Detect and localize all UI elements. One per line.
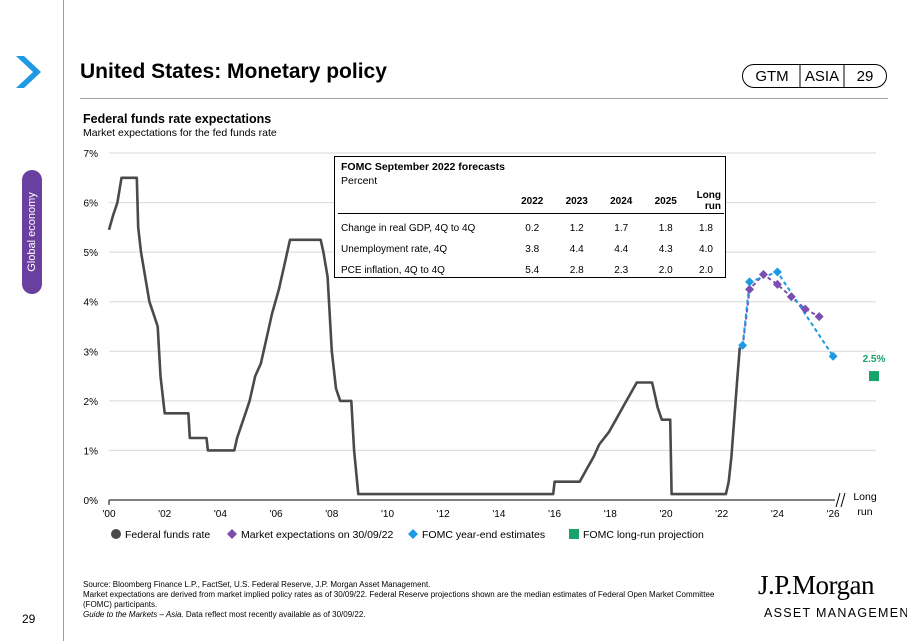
guide-italic: Guide to the Markets – Asia. — [83, 610, 184, 619]
x-tick-label-run: run — [857, 506, 872, 518]
x-tick-label: '10 — [381, 509, 394, 520]
table-cell: 1.8 — [699, 223, 713, 234]
table-header-blank — [338, 189, 510, 214]
chevron-right-icon — [16, 56, 41, 88]
market-expectation-point — [745, 284, 755, 294]
market-expectation-point — [772, 279, 782, 289]
legend-marker-diamond — [408, 529, 418, 539]
y-tick-label: 3% — [84, 347, 99, 358]
x-tick-label-long: Long — [853, 491, 877, 503]
fomc-estimate-point — [738, 340, 748, 350]
table-header-2024: 2024 — [599, 189, 644, 214]
row-label: Unemployment rate, 4Q — [341, 244, 448, 255]
x-tick-label: '14 — [492, 509, 505, 520]
region-label: ASIA — [805, 68, 839, 85]
fomc-table-subtitle: Percent — [341, 175, 378, 187]
page-title: United States: Monetary policy — [80, 60, 387, 83]
badge-page-number: 29 — [857, 68, 874, 85]
table-cell: 4.0 — [699, 244, 713, 255]
fomc-forecast-table: FOMC September 2022 forecasts Percent 20… — [334, 156, 726, 278]
market-expectation-point — [814, 312, 824, 322]
legend-label: FOMC year-end estimates — [422, 529, 545, 541]
table-cell: 3.8 — [525, 244, 540, 255]
fomc-estimate-point — [772, 267, 782, 277]
x-tick-label: '22 — [715, 509, 728, 520]
section-tab[interactable]: Global economy — [22, 170, 42, 294]
gtm-badge: GTM ASIA 29 — [742, 64, 887, 88]
table-row: Change in real GDP, 4Q to 4Q 0.2 1.2 1.7… — [338, 214, 724, 240]
guide-line: Guide to the Markets – Asia. Data reflec… — [83, 610, 743, 620]
legend-marker-square — [569, 529, 579, 539]
y-tick-label: 5% — [84, 248, 99, 259]
table-cell: 2.0 — [658, 265, 673, 276]
table-cell: 4.3 — [658, 244, 673, 255]
source-notes: Source: Bloomberg Finance L.P., FactSet,… — [83, 580, 743, 620]
asset-management-logo: ASSET MANAGEMENT — [764, 606, 907, 620]
x-tick-label: '00 — [102, 509, 115, 520]
x-tick-label: '20 — [659, 509, 672, 520]
table-cell: 2.8 — [569, 265, 584, 276]
market-expectation-point — [758, 269, 768, 279]
table-header-2022: 2022 — [510, 189, 555, 214]
page-number: 29 — [22, 612, 36, 626]
chart-subtitle: Market expectations for the fed funds ra… — [83, 127, 277, 139]
row-label: PCE inflation, 4Q to 4Q — [341, 265, 445, 276]
table-cell: 2.0 — [699, 265, 713, 276]
legend-marker-fed-funds — [111, 529, 121, 539]
guide-rest: Data reflect most recently available as … — [183, 610, 366, 619]
table-row: PCE inflation, 4Q to 4Q 5.4 2.8 2.3 2.0 … — [338, 260, 724, 281]
fomc-estimate-point — [828, 351, 838, 361]
table-cell: 1.2 — [569, 223, 584, 234]
left-divider — [63, 0, 64, 641]
x-tick-label: '06 — [270, 509, 283, 520]
y-tick-label: 6% — [84, 199, 99, 210]
y-tick-label: 4% — [84, 298, 99, 309]
legend-label: Federal funds rate — [125, 529, 210, 541]
jpmorgan-logo: J.P.Morgan — [758, 570, 875, 600]
fomc-estimate-point — [745, 277, 755, 287]
table-cell: 0.2 — [525, 223, 540, 234]
x-tick-label: '08 — [325, 509, 338, 520]
table-cell: 1.7 — [614, 223, 629, 234]
fomc-table-title: FOMC September 2022 forecasts — [341, 161, 505, 173]
fed-funds-rate-line — [107, 176, 742, 496]
x-tick-label: '16 — [548, 509, 561, 520]
y-tick-label: 2% — [84, 397, 99, 408]
legend-marker-diamond — [227, 529, 237, 539]
x-tick-label: '26 — [827, 509, 840, 520]
table-cell: 4.4 — [614, 244, 629, 255]
table-header-2023: 2023 — [554, 189, 599, 214]
long-run-data-label: 2.5% — [863, 354, 886, 365]
axis-break-mark — [840, 492, 846, 508]
y-tick-label: 1% — [84, 446, 99, 457]
chart-title: Federal funds rate expectations — [83, 112, 272, 126]
table-cell: 5.4 — [525, 265, 540, 276]
market-expectation-point — [786, 292, 796, 302]
y-tick-label: 7% — [84, 149, 99, 160]
row-label: Change in real GDP, 4Q to 4Q — [341, 223, 476, 234]
x-tick-label: '24 — [771, 509, 784, 520]
source-line: Source: Bloomberg Finance L.P., FactSet,… — [83, 580, 431, 589]
note-line: Market expectations are derived from mar… — [83, 590, 715, 609]
y-tick-label: 0% — [84, 496, 99, 507]
x-tick-label: '02 — [158, 509, 171, 520]
axis-break-mark — [835, 492, 841, 508]
x-tick-label: '04 — [214, 509, 227, 520]
table-cell: 2.3 — [614, 265, 629, 276]
legend-label: Market expectations on 30/09/22 — [241, 529, 394, 541]
table-header-long-run: Long run — [688, 189, 724, 214]
gtm-label: GTM — [755, 68, 788, 85]
long-run-projection-point — [869, 371, 879, 382]
legend-label: FOMC long-run projection — [583, 529, 704, 541]
table-cell: 4.4 — [569, 244, 584, 255]
table-row: Unemployment rate, 4Q 3.8 4.4 4.4 4.3 4.… — [338, 239, 724, 260]
x-tick-label: '18 — [604, 509, 617, 520]
header-rule — [80, 98, 888, 99]
market-expectation-point — [800, 304, 810, 314]
table-cell: 1.8 — [658, 223, 673, 234]
table-header-2025: 2025 — [643, 189, 688, 214]
x-tick-label: '12 — [437, 509, 450, 520]
